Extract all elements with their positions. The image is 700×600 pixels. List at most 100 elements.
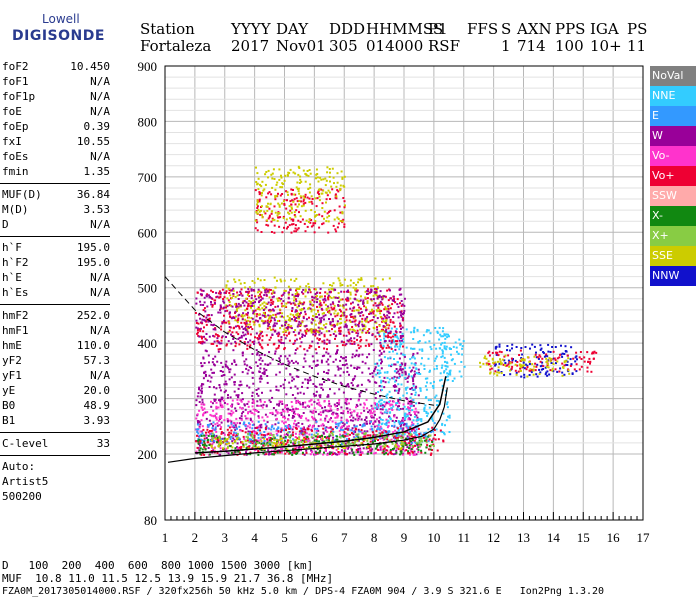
echo-point (198, 328, 201, 331)
echo-point (281, 186, 284, 189)
echo-point (343, 452, 346, 455)
echo-point (228, 442, 230, 445)
echo-point (256, 410, 259, 412)
echo-point (575, 370, 578, 373)
echo-point (270, 316, 273, 319)
echo-point (334, 416, 337, 419)
echo-point (223, 391, 226, 394)
echo-point (334, 330, 337, 333)
echo-point (291, 199, 294, 202)
echo-point (342, 412, 345, 415)
echo-point (226, 418, 229, 420)
echo-point (341, 344, 344, 347)
echo-point (357, 281, 359, 284)
echo-point (228, 312, 231, 315)
echo-point (196, 329, 199, 332)
echo-point (246, 294, 249, 296)
echo-point (370, 452, 373, 455)
echo-point (257, 429, 260, 432)
echo-point (297, 324, 300, 327)
echo-point (445, 403, 448, 406)
echo-point (380, 302, 383, 305)
echo-point (360, 453, 362, 456)
echo-point (325, 342, 328, 345)
echo-point (502, 363, 505, 366)
echo-point (435, 347, 438, 350)
echo-point (421, 349, 424, 352)
echo-point (280, 174, 282, 177)
echo-point (379, 411, 382, 414)
echo-point (241, 351, 244, 354)
echo-point (383, 376, 386, 379)
echo-point (271, 333, 274, 336)
echo-point (424, 377, 427, 380)
echo-point (379, 437, 382, 440)
echo-point (360, 277, 363, 280)
echo-point (282, 383, 285, 386)
echo-point (247, 326, 250, 328)
echo-point (387, 402, 390, 405)
echo-point (346, 446, 348, 449)
echo-point (353, 424, 356, 427)
echo-point (258, 337, 261, 340)
echo-point (256, 199, 259, 202)
echo-point (245, 358, 248, 361)
echo-point (303, 301, 306, 304)
header-label-1: YYYY (231, 20, 271, 38)
echo-point (418, 441, 421, 443)
echo-point (268, 191, 271, 194)
echo-point (363, 438, 366, 441)
echo-point (237, 387, 240, 390)
echo-point (201, 318, 204, 321)
echo-point (500, 351, 503, 354)
echo-point (351, 448, 354, 451)
echo-point (405, 392, 408, 395)
echo-point (358, 353, 361, 356)
echo-point (234, 428, 237, 431)
echo-point (399, 364, 402, 366)
echo-point (331, 318, 334, 320)
echo-point (323, 312, 325, 315)
echo-point (277, 426, 280, 429)
echo-point (303, 307, 306, 310)
echo-point (296, 387, 299, 390)
echo-point (340, 290, 343, 293)
echo-point (231, 403, 234, 406)
echo-point (423, 410, 426, 412)
echo-point (334, 426, 337, 429)
echo-point (242, 301, 245, 304)
echo-point (258, 354, 261, 357)
echo-point (244, 424, 247, 426)
echo-point (534, 353, 537, 356)
echo-point (352, 433, 355, 436)
echo-point (314, 323, 317, 326)
echo-point (321, 383, 323, 386)
echo-point (213, 340, 216, 343)
echo-point (532, 369, 535, 372)
echo-point (383, 450, 386, 453)
echo-point (561, 355, 564, 358)
echo-point (277, 216, 280, 219)
echo-point (317, 445, 320, 448)
echo-point (448, 414, 451, 417)
echo-point (354, 440, 357, 443)
echo-point (303, 431, 306, 434)
echo-point (410, 435, 413, 438)
echo-point (392, 350, 394, 353)
echo-point (235, 325, 237, 328)
echo-point (324, 449, 327, 452)
echo-point (363, 403, 366, 406)
echo-point (447, 415, 450, 418)
echo-point (286, 225, 289, 228)
echo-point (366, 445, 369, 448)
echo-point (337, 447, 340, 450)
echo-point (272, 427, 275, 430)
echo-point (202, 414, 205, 417)
echo-point (310, 195, 313, 198)
echo-point (411, 356, 414, 359)
echo-point (232, 424, 235, 427)
echo-point (380, 445, 383, 448)
echo-point (332, 380, 335, 383)
echo-point (227, 452, 230, 455)
echo-point (336, 297, 339, 299)
